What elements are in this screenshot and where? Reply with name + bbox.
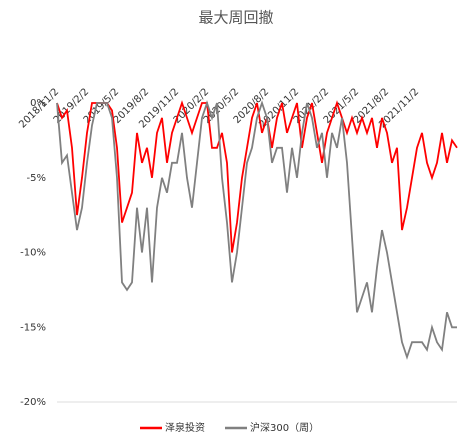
- x-tick-label: 2018/11/2: [17, 86, 61, 130]
- chart-title: 最大周回撤: [198, 9, 273, 27]
- y-tick-label: 0%: [30, 98, 46, 109]
- legend-label: 沪深300（周）: [250, 421, 319, 434]
- series-line: [56, 100, 457, 360]
- legend-label: 泽泉投资: [165, 421, 205, 434]
- series-line: [56, 100, 458, 253]
- y-tick-label: -10%: [20, 248, 46, 259]
- y-tick-label: -20%: [20, 397, 46, 408]
- y-tick-label: -15%: [20, 322, 46, 333]
- y-tick-label: -5%: [27, 173, 46, 184]
